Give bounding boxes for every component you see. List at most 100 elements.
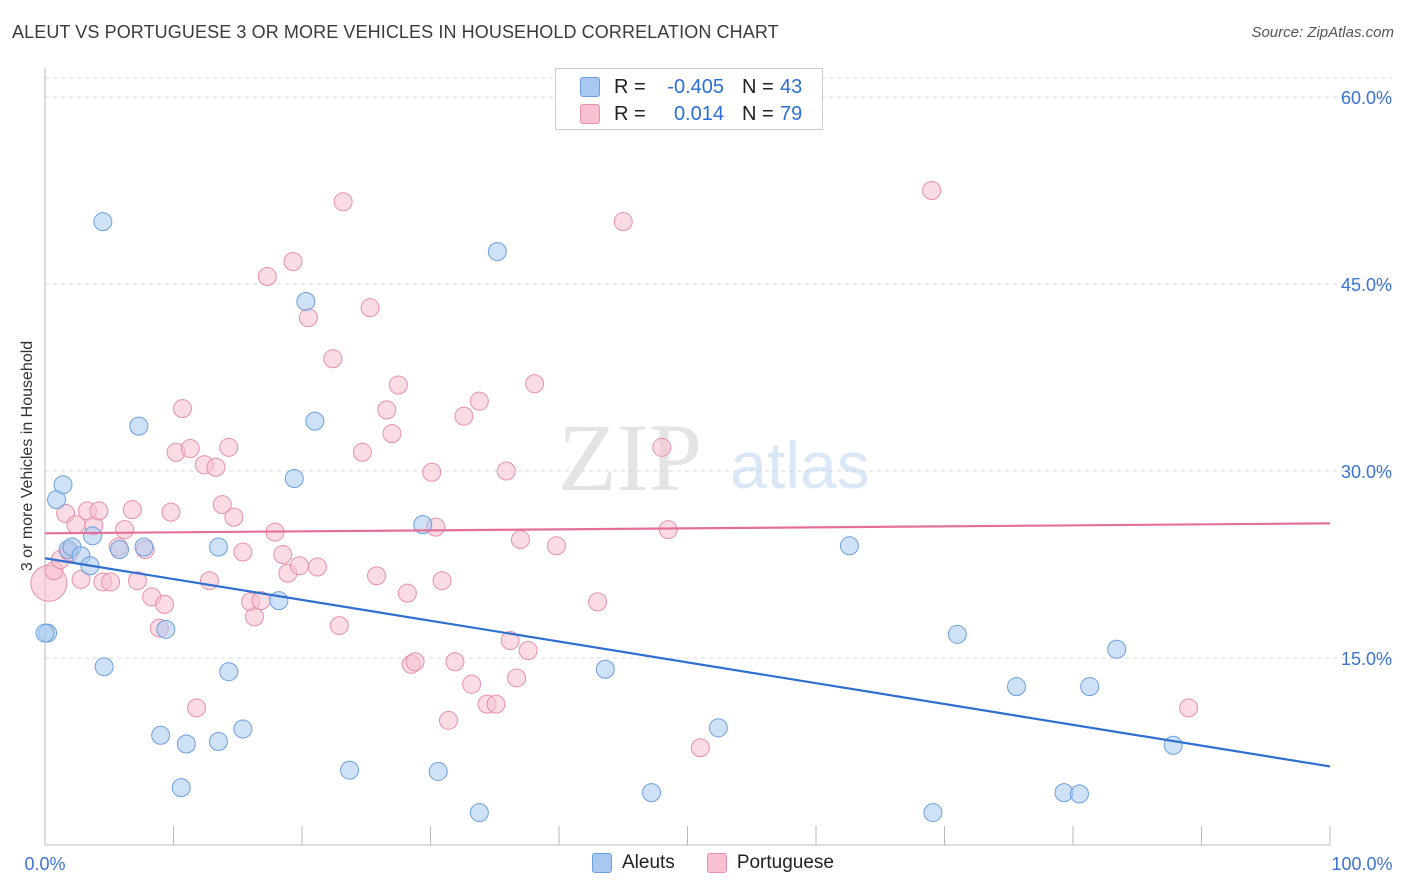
legend-item-portuguese[interactable]: Portuguese [706, 852, 834, 874]
aleuts-point [428, 761, 448, 781]
portuguese-point [422, 462, 442, 482]
legend-label-portuguese: Portuguese [736, 852, 834, 873]
y-tick-label: 60.0% [1341, 88, 1392, 108]
portuguese-point [352, 442, 372, 462]
aleuts-point [93, 212, 113, 232]
aleuts-point [296, 291, 316, 311]
portuguese-point [298, 308, 318, 328]
aleuts-point [1107, 639, 1127, 659]
portuguese-point [486, 694, 506, 714]
portuguese-point [219, 437, 239, 457]
portuguese-point [1179, 698, 1199, 718]
grid-lines [45, 77, 1392, 659]
trend-lines [44, 522, 1331, 768]
aleuts-point [208, 732, 228, 752]
portuguese-point [155, 594, 175, 614]
aleuts-point [83, 526, 103, 546]
aleuts-point [1069, 784, 1089, 804]
legend-label-aleuts: Aleuts [622, 852, 675, 873]
watermark: ZIP atlas [558, 404, 870, 511]
n-label: N = [742, 102, 774, 125]
portuguese-point [333, 192, 353, 212]
aleuts-point [487, 242, 507, 262]
portuguese-point [257, 267, 277, 287]
portuguese-point [525, 374, 545, 394]
aleuts-point [284, 468, 304, 488]
aleuts-point [171, 778, 191, 798]
stats-row-aleuts: R = -0.405 N = 43 [580, 74, 802, 100]
y-tick-label: 45.0% [1341, 275, 1392, 295]
axes [44, 68, 1331, 846]
portuguese-point [71, 569, 91, 589]
portuguese-point [496, 461, 516, 481]
portuguese-point [454, 406, 474, 426]
aleuts-swatch [580, 77, 600, 97]
x-tick-label: 100.0% [1331, 854, 1392, 874]
portuguese-point [115, 520, 135, 540]
legend-item-aleuts[interactable]: Aleuts [592, 852, 675, 874]
portuguese-point [172, 399, 192, 419]
portuguese-point [233, 542, 253, 562]
aleuts-point [642, 783, 662, 803]
portuguese-point [206, 457, 226, 477]
aleuts-point [305, 411, 325, 431]
portuguese-point [500, 631, 520, 651]
aleuts-point [839, 536, 859, 556]
portuguese-point [273, 545, 293, 565]
r-value: 0.014 [673, 102, 724, 125]
portuguese-point [388, 375, 408, 395]
r-value: -0.405 [667, 75, 724, 98]
aleuts-point [208, 537, 228, 557]
portuguese-point [180, 439, 200, 459]
aleuts-point [110, 540, 130, 560]
portuguese-point [122, 500, 142, 520]
portuguese-point [367, 566, 387, 586]
portuguese-point [690, 738, 710, 758]
n-label: N = [742, 75, 774, 98]
stats-row-portuguese: R = 0.014 N = 79 [580, 101, 802, 127]
portuguese-point [283, 252, 303, 272]
aleuts-point [151, 725, 171, 745]
n-value: 43 [780, 75, 803, 98]
x-tick-label: 0.0% [24, 854, 65, 874]
portuguese-point [652, 437, 672, 457]
y-tick-label: 15.0% [1341, 649, 1392, 669]
y-tick-label: 30.0% [1341, 462, 1392, 482]
portuguese-point [307, 557, 327, 577]
series-legend: Aleuts Portuguese [592, 852, 866, 874]
portuguese-point [377, 400, 397, 420]
portuguese-point [432, 571, 452, 591]
aleuts-point [413, 515, 433, 535]
aleuts-point [469, 803, 489, 823]
data-points [30, 181, 1199, 823]
aleuts-point [1080, 677, 1100, 697]
portuguese-swatch [580, 104, 600, 124]
aleuts-point [595, 659, 615, 679]
aleuts-point [947, 624, 967, 644]
aleuts-swatch [592, 853, 612, 873]
portuguese-point [546, 536, 566, 556]
portuguese-point [397, 583, 417, 603]
portuguese-point [438, 710, 458, 730]
aleuts-point [129, 416, 149, 436]
aleuts-point [53, 475, 73, 495]
source-credit: Source: ZipAtlas.com [1251, 24, 1394, 41]
portuguese-point [329, 616, 349, 636]
aleuts-point [340, 760, 360, 780]
tick-labels: 15.0% 30.0% 45.0% 60.0% 0.0% 100.0% [24, 88, 1392, 874]
aleuts-point [923, 803, 943, 823]
portuguese-point [161, 502, 181, 522]
aleuts-trend-line [44, 557, 1331, 768]
aleuts-point [233, 719, 253, 739]
aleuts-point [156, 619, 176, 639]
portuguese-point [507, 668, 527, 688]
aleuts-point [219, 662, 239, 682]
aleuts-point [35, 623, 55, 643]
portuguese-point [469, 391, 489, 411]
stats-legend: R = -0.405 N = 43 R = 0.014 N = 79 [555, 68, 823, 130]
watermark-zip: ZIP [558, 404, 702, 511]
portuguese-point [323, 349, 343, 369]
portuguese-point [224, 507, 244, 527]
portuguese-point [187, 698, 207, 718]
portuguese-point [518, 641, 538, 661]
